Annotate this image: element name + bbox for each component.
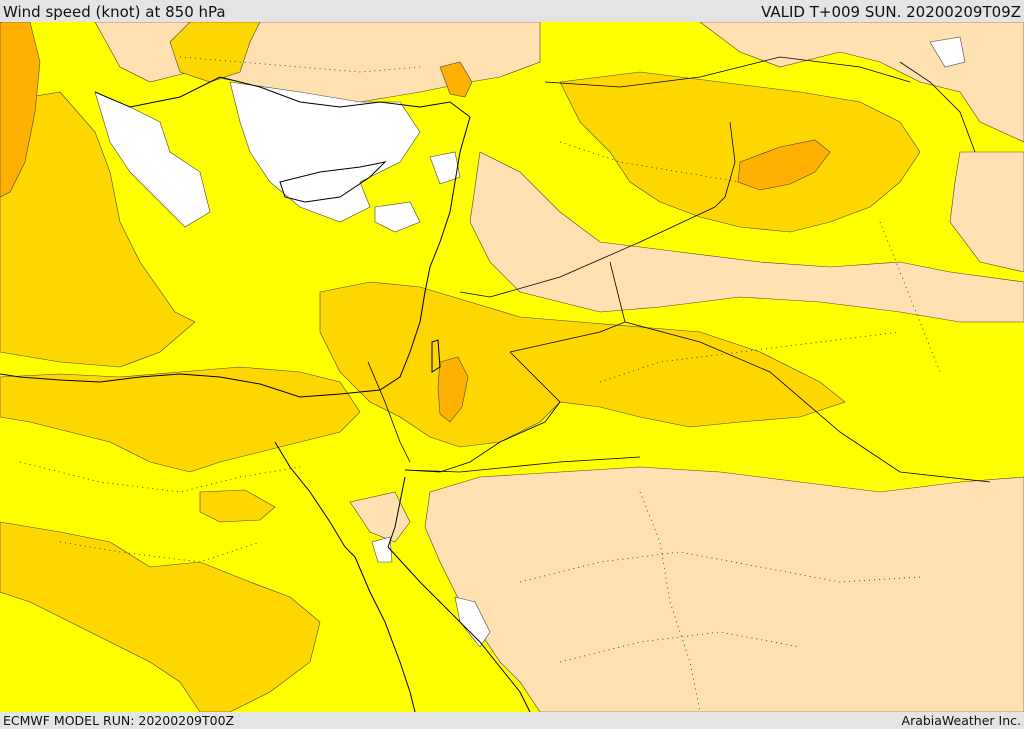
map-title: Wind speed (knot) at 850 hPa	[3, 3, 226, 21]
border-iraq-saudi	[624, 321, 991, 483]
calm-region-anatolia	[94, 91, 211, 228]
moderate-region-north-coast	[169, 22, 261, 83]
footer-bar: ECMWF MODEL RUN: 20200209T00Z ArabiaWeat…	[0, 712, 1024, 729]
border-syria-jordan	[459, 206, 716, 298]
calm-spot-northeast	[929, 36, 966, 68]
red-sea-west-coast	[354, 556, 416, 712]
valid-time: VALID T+009 SUN. 20200209T09Z	[761, 3, 1021, 21]
national-borders	[367, 56, 991, 483]
anatolia-coast	[94, 76, 471, 118]
credit: ArabiaWeather Inc.	[901, 713, 1021, 728]
calm-region-cyprus-sea	[229, 81, 421, 223]
moderate-spot-west-egypt	[199, 489, 276, 523]
border-syria-turkey	[714, 121, 736, 208]
border-east	[899, 61, 976, 153]
cyprus-outline	[279, 161, 387, 203]
moderate-region-egypt	[0, 366, 361, 473]
dead-sea-outline	[431, 339, 441, 373]
model-run: ECMWF MODEL RUN: 20200209T00Z	[3, 713, 235, 728]
red-sea-east-coast	[387, 546, 531, 712]
border-egypt-sinai	[367, 361, 411, 463]
gulf-of-suez	[274, 441, 356, 558]
calm-spot-levant	[374, 201, 421, 233]
calm-spot-gulf	[371, 536, 393, 563]
strong-region-iraq	[737, 139, 831, 191]
dotted-boundary-egypt-2	[59, 541, 261, 563]
strong-spot-jordan	[437, 356, 469, 423]
border-syria-iraq	[544, 56, 911, 88]
calm-spot-syria	[429, 151, 461, 185]
border-saudi-north	[404, 456, 641, 473]
light-region-arabia	[424, 466, 1024, 712]
header-bar: Wind speed (knot) at 850 hPa VALID T+009…	[0, 0, 1024, 22]
dotted-boundary-saudi-3	[639, 491, 701, 712]
moderate-region-mesopotamia	[559, 71, 921, 233]
border-jordan-saudi	[509, 261, 626, 353]
light-wind-regions	[94, 22, 1024, 712]
light-region-east	[949, 151, 1024, 273]
calm-wind-regions	[94, 36, 966, 648]
strong-region-far-west	[0, 22, 41, 198]
wind-speed-map	[0, 22, 1024, 712]
strong-spot-anatolia	[439, 61, 473, 98]
light-region-sinai	[349, 491, 411, 543]
gulf-of-aqaba	[387, 476, 406, 548]
moderate-region-west	[0, 91, 196, 368]
calm-spot-red-sea	[454, 596, 491, 648]
dotted-boundary-turkey	[179, 56, 421, 73]
strong-wind-regions	[0, 22, 831, 423]
moderate-region-south-egypt	[0, 521, 321, 712]
border-jordan-aqaba	[404, 351, 561, 473]
light-region-levant	[469, 151, 1024, 323]
dotted-boundary-egypt-1	[19, 461, 301, 493]
dotted-boundary-east	[879, 221, 941, 373]
internal-boundaries	[19, 56, 941, 712]
